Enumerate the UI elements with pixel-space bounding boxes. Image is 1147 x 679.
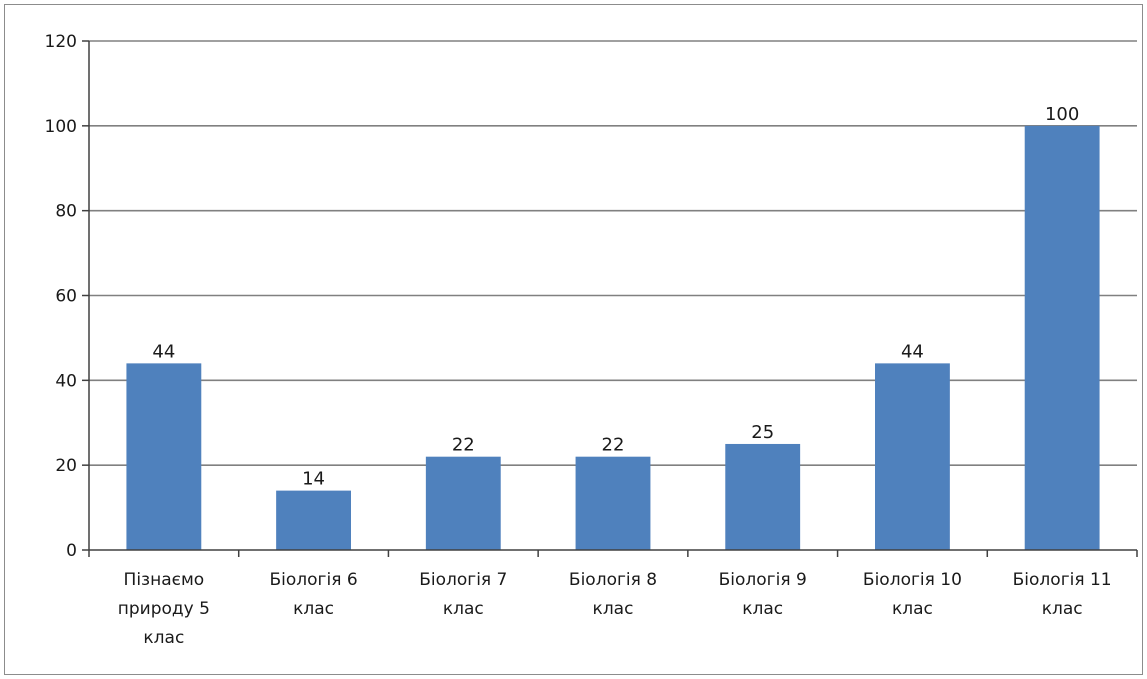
x-tick-label: Біологія 7 клас <box>419 570 507 619</box>
gridlines <box>89 40 1137 466</box>
bar <box>1024 125 1100 550</box>
x-tick-label-line: Біологія 6 <box>269 570 357 590</box>
chart-frame: 0 20 40 60 80 100 120 Пізнаємо природу 5 клас Біо… <box>4 4 1143 675</box>
x-tick-label: Біологія 6 клас <box>269 570 357 619</box>
y-tick-label: 60 <box>55 287 77 307</box>
x-tick-label-line: клас <box>593 599 634 619</box>
y-tick-label: 120 <box>45 32 77 52</box>
x-tick-label-line: клас <box>293 599 334 619</box>
bar <box>575 456 651 550</box>
bar <box>126 363 202 550</box>
bar <box>875 363 950 550</box>
y-tick-label: 40 <box>55 371 77 391</box>
y-tick-label: 80 <box>55 202 77 222</box>
x-tick-label-line: клас <box>443 599 484 619</box>
x-tick-label-line: клас <box>742 599 783 619</box>
x-tick-label-line: Біологія 8 <box>569 570 657 590</box>
x-tick-label: Біологія 10 клас <box>863 570 962 619</box>
x-tick-label-line: клас <box>892 599 933 619</box>
x-tick-label-line: клас <box>1042 599 1083 619</box>
bar <box>725 443 801 550</box>
x-tick-label-line: Пізнаємо <box>124 570 205 590</box>
y-tick-label: 20 <box>55 456 77 476</box>
bar <box>425 456 501 550</box>
y-tick-label: 100 <box>45 117 77 137</box>
data-label: 22 <box>452 435 475 456</box>
x-tick-label: Біологія 8 клас <box>569 570 657 619</box>
x-tick-label-line: Біологія 10 <box>863 570 962 590</box>
bars <box>126 125 1100 550</box>
y-tick-labels: 0 20 40 60 80 100 120 <box>45 32 77 561</box>
data-label: 44 <box>901 341 924 362</box>
bar <box>276 490 351 550</box>
data-label: 44 <box>152 341 175 362</box>
x-tick-label-line: Біологія 7 <box>419 570 507 590</box>
axes <box>82 40 1138 557</box>
x-tick-label: Пізнаємо природу 5 клас <box>118 570 210 648</box>
data-label: 100 <box>1045 104 1079 125</box>
x-tick-label-line: Біологія 11 <box>1013 570 1112 590</box>
data-label: 14 <box>302 469 325 490</box>
x-tick-label: Біологія 9 клас <box>719 570 807 619</box>
data-label: 25 <box>751 422 774 443</box>
y-tick-label: 0 <box>66 541 77 561</box>
x-tick-label-line: клас <box>143 628 184 648</box>
data-label: 22 <box>602 435 625 456</box>
x-tick-label-line: природу 5 <box>118 599 210 619</box>
x-tick-label: Біологія 11 клас <box>1013 570 1112 619</box>
x-tick-label-line: Біологія 9 <box>719 570 807 590</box>
data-labels: 44 14 22 22 25 44 100 <box>152 104 1079 490</box>
